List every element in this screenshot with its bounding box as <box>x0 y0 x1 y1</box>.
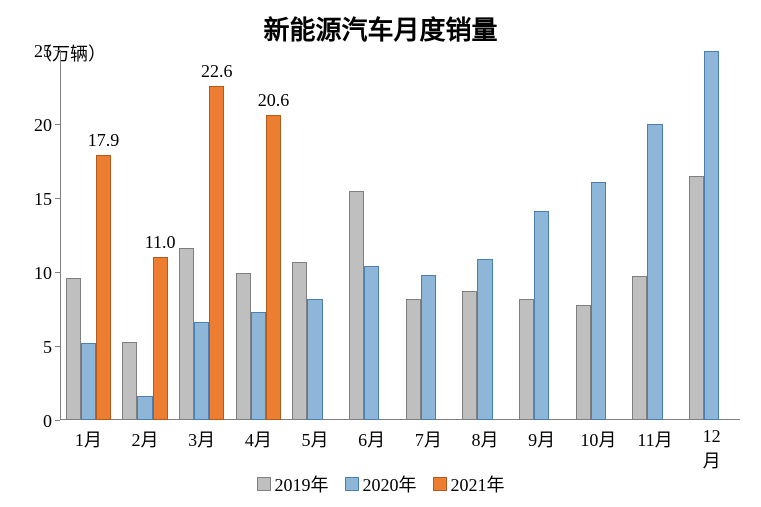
bar <box>81 343 96 420</box>
bar <box>689 176 704 420</box>
legend-swatch <box>433 477 447 491</box>
chart-container: 新能源汽车月度销量 （万辆） 05101520251月17.92月11.03月2… <box>0 0 761 507</box>
bar <box>307 299 322 420</box>
bar <box>66 278 81 420</box>
xtick-label: 4月 <box>245 426 272 452</box>
legend-item: 2019年 <box>257 471 329 497</box>
bar <box>534 211 549 420</box>
ytick-mark <box>55 198 60 199</box>
bar <box>477 259 492 420</box>
xtick-label: 5月 <box>302 426 329 452</box>
bar-data-label: 20.6 <box>258 90 290 111</box>
xtick-label: 2月 <box>132 426 159 452</box>
bar <box>179 248 194 420</box>
ytick-label: 10 <box>12 263 52 284</box>
bar <box>462 291 477 420</box>
ytick-mark <box>55 420 60 421</box>
bar-data-label: 11.0 <box>145 232 176 253</box>
xtick-label: 12月 <box>697 426 725 473</box>
bar <box>137 396 152 420</box>
ytick-label: 15 <box>12 189 52 210</box>
bar <box>576 305 591 420</box>
legend-label: 2021年 <box>451 471 505 497</box>
bar <box>251 312 266 420</box>
ytick-mark <box>55 124 60 125</box>
bar <box>632 276 647 420</box>
ytick-label: 5 <box>12 337 52 358</box>
xtick-label: 6月 <box>358 426 385 452</box>
ytick-label: 0 <box>12 411 52 432</box>
bar <box>421 275 436 420</box>
bar <box>194 322 209 420</box>
bar <box>266 115 281 420</box>
ytick-mark <box>55 346 60 347</box>
legend: 2019年 2020年 2021年 <box>0 471 761 497</box>
xtick-label: 9月 <box>528 426 555 452</box>
legend-label: 2019年 <box>275 471 329 497</box>
legend-swatch <box>345 477 359 491</box>
bar <box>406 299 421 420</box>
bar <box>364 266 379 420</box>
bar <box>704 51 719 420</box>
bar <box>96 155 111 420</box>
xtick-label: 1月 <box>75 426 102 452</box>
ytick-label: 25 <box>12 41 52 62</box>
bar <box>591 182 606 420</box>
xtick-label: 10月 <box>580 426 616 452</box>
legend-item: 2021年 <box>433 471 505 497</box>
legend-label: 2020年 <box>363 471 417 497</box>
legend-item: 2020年 <box>345 471 417 497</box>
bar <box>153 257 168 420</box>
xtick-label: 11月 <box>637 426 672 452</box>
xtick-label: 3月 <box>188 426 215 452</box>
bar-data-label: 17.9 <box>88 130 120 151</box>
bar <box>236 273 251 420</box>
bar <box>647 124 662 420</box>
bar <box>349 191 364 420</box>
bar <box>519 299 534 420</box>
plot-area: 05101520251月17.92月11.03月22.64月20.65月6月7月… <box>60 50 740 420</box>
chart-title: 新能源汽车月度销量 <box>0 10 761 47</box>
bar <box>209 86 224 420</box>
xtick-label: 7月 <box>415 426 442 452</box>
ytick-mark <box>55 272 60 273</box>
ytick-mark <box>55 50 60 51</box>
legend-swatch <box>257 477 271 491</box>
y-axis-line <box>60 50 61 420</box>
ytick-label: 20 <box>12 115 52 136</box>
bar <box>292 262 307 420</box>
bar <box>122 342 137 420</box>
xtick-label: 8月 <box>472 426 499 452</box>
bar-data-label: 22.6 <box>201 61 233 82</box>
